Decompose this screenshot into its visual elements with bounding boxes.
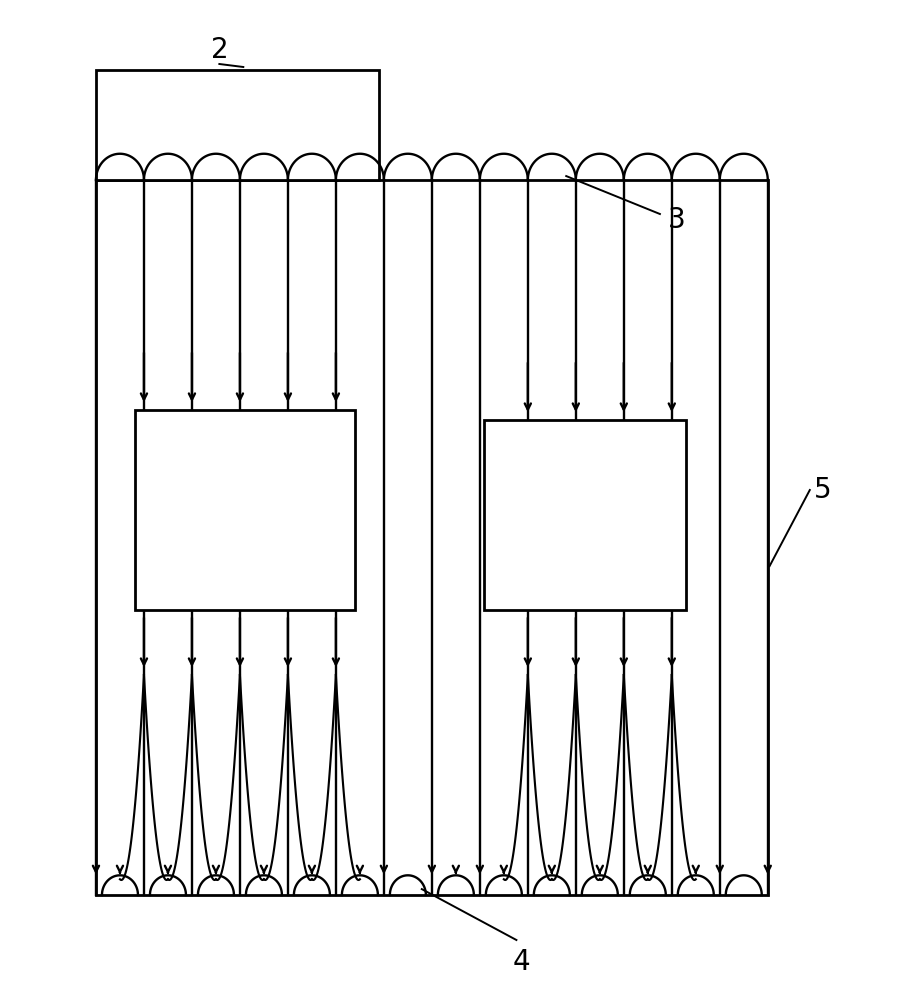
Bar <box>96 180 768 895</box>
Bar <box>484 420 686 610</box>
Text: 5: 5 <box>813 476 832 504</box>
Text: 3: 3 <box>667 206 686 234</box>
Text: 2: 2 <box>210 36 228 64</box>
Bar <box>135 410 355 610</box>
Bar <box>96 70 379 180</box>
Text: 4: 4 <box>512 948 530 976</box>
